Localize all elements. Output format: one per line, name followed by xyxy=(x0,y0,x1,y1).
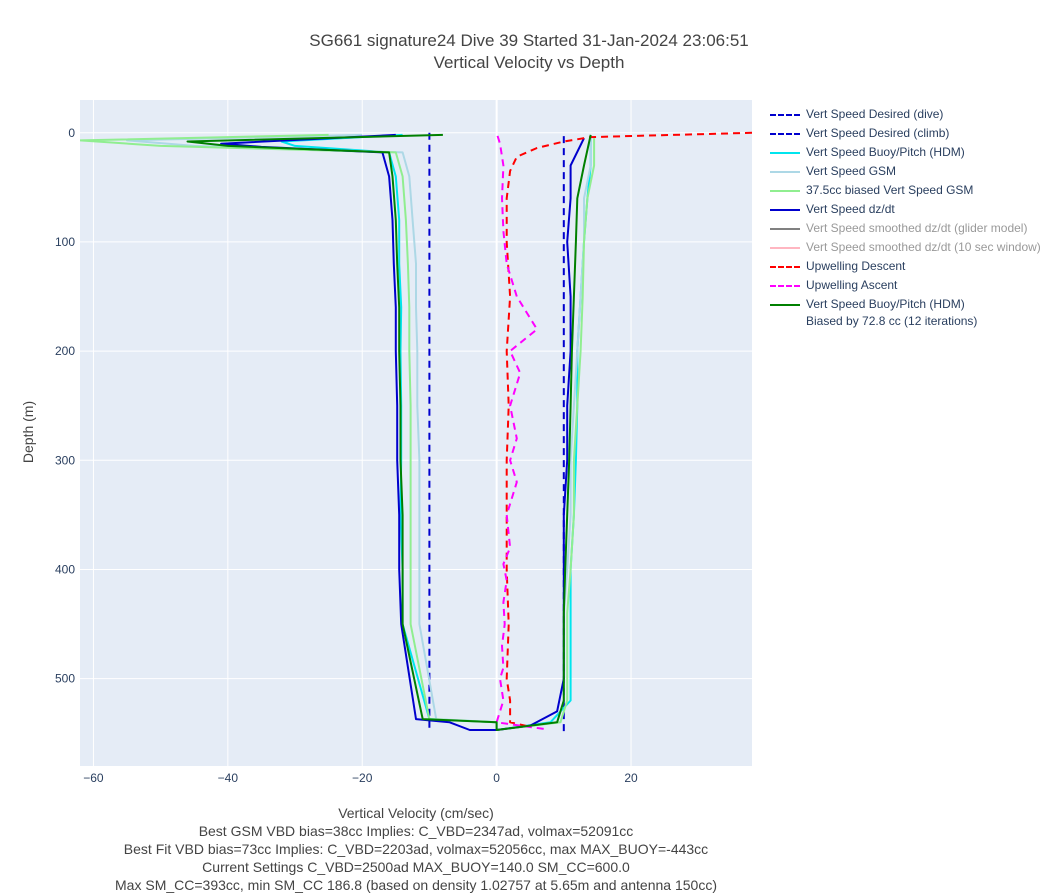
x-tick-label: −40 xyxy=(218,771,239,785)
legend-swatch xyxy=(770,133,800,135)
legend-label: Vert Speed smoothed dz/dt (10 sec window… xyxy=(806,240,1041,254)
footer-line-4: Max SM_CC=393cc, min SM_CC 186.8 (based … xyxy=(115,877,717,893)
legend-swatch xyxy=(770,266,800,268)
plot-background xyxy=(80,100,752,766)
legend-swatch xyxy=(770,228,800,230)
x-tick-label: −60 xyxy=(83,771,104,785)
legend-swatch xyxy=(770,209,800,211)
series-line-9 xyxy=(495,132,544,730)
x-tick-label: 0 xyxy=(493,771,500,785)
footer-text: Vertical Velocity (cm/sec) Best GSM VBD … xyxy=(0,804,832,894)
chart-title-line-1: SG661 signature24 Dive 39 Started 31-Jan… xyxy=(309,31,749,50)
legend-label: Vert Speed Desired (dive) xyxy=(806,107,944,121)
x-axis-label: Vertical Velocity (cm/sec) xyxy=(338,805,494,821)
legend-label: Vert Speed Buoy/Pitch (HDM) xyxy=(806,145,965,159)
legend-label: Vert Speed dz/dt xyxy=(806,202,895,216)
legend-label: 37.5cc biased Vert Speed GSM xyxy=(806,183,974,197)
x-tick-label: 20 xyxy=(624,771,638,785)
footer-line-3: Current Settings C_VBD=2500ad MAX_BUOY=1… xyxy=(202,859,630,875)
series-group xyxy=(80,131,752,732)
legend-swatch xyxy=(770,152,800,154)
legend-swatch xyxy=(770,285,800,287)
series-line-5 xyxy=(220,133,585,731)
y-tick-label: 100 xyxy=(55,235,75,249)
legend-label: Vert Speed Buoy/Pitch (HDM) Biased by 72.… xyxy=(806,297,978,328)
footer-line-2: Best Fit VBD bias=73cc Implies: C_VBD=22… xyxy=(123,841,709,857)
y-tick-label: 0 xyxy=(68,126,75,140)
chart-title: SG661 signature24 Dive 39 Started 31-Jan… xyxy=(0,30,1058,74)
legend-label: Vert Speed Desired (climb) xyxy=(806,126,950,140)
legend-label: Vert Speed GSM xyxy=(806,164,897,178)
y-tick-label: 500 xyxy=(55,672,75,686)
series-line-10 xyxy=(186,133,592,731)
footer-line-1: Best GSM VBD bias=38cc Implies: C_VBD=23… xyxy=(198,823,634,839)
legend-label: Upwelling Ascent xyxy=(806,278,898,292)
legend-swatch xyxy=(770,171,800,173)
y-tick-label: 400 xyxy=(55,562,75,576)
chart-title-line-2: Vertical Velocity vs Depth xyxy=(433,53,625,72)
legend-swatch xyxy=(770,190,800,192)
legend-swatch xyxy=(770,114,800,116)
y-axis-label: Depth (m) xyxy=(20,400,36,464)
legend-swatch xyxy=(770,247,800,249)
series-line-8 xyxy=(505,131,752,728)
legend-label: Upwelling Descent xyxy=(806,259,906,273)
y-tick-label: 300 xyxy=(55,453,75,467)
y-tick-label: 200 xyxy=(55,344,75,358)
legend-swatch xyxy=(770,304,800,306)
legend-label: Vert Speed smoothed dz/dt (glider model) xyxy=(806,221,1028,235)
x-tick-label: −20 xyxy=(352,771,373,785)
